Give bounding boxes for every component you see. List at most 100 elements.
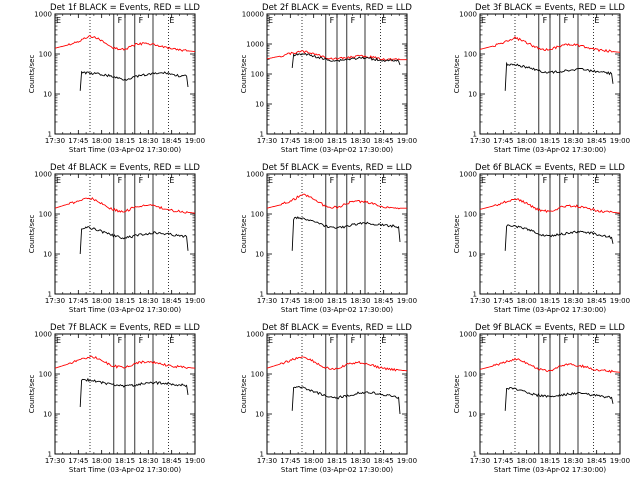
marker-label-E: E: [169, 176, 174, 185]
marker-label-F: F: [330, 336, 335, 345]
y-tick-label: 100: [251, 371, 264, 379]
x-axis-label: Start Time (03-Apr-02 17:30:00): [69, 306, 181, 314]
x-tick-label: 18:00: [304, 137, 324, 145]
marker-label-E: E: [169, 16, 174, 25]
y-axis-label: Counts/sec: [453, 215, 461, 254]
lld-series-line: [266, 356, 408, 372]
x-tick-label: 17:30: [257, 457, 277, 465]
x-tick-label: 17:45: [493, 297, 513, 305]
x-tick-label: 18:45: [374, 457, 394, 465]
x-tick-label: 19:00: [185, 457, 205, 465]
y-tick-label: 10: [43, 91, 52, 99]
y-axis-label: Counts/sec: [453, 375, 461, 414]
chart-panel-9: Det 9f BLACK = Events, RED = LLD 1 10 100 10…: [453, 323, 630, 474]
y-axis-label: Counts/sec: [453, 55, 461, 94]
x-tick-label: 18:45: [162, 297, 182, 305]
marker-label-F: F: [543, 16, 548, 25]
y-axis-label: Counts/sec: [28, 375, 36, 414]
y-tick-label: 100: [464, 211, 477, 219]
y-tick-label: 10: [468, 251, 477, 259]
events-series-line: [291, 53, 401, 68]
x-tick-label: 18:00: [304, 297, 324, 305]
y-axis-label: Counts/sec: [240, 215, 248, 254]
y-axis-label: Counts/sec: [240, 375, 248, 414]
chart-panel-5: Det 5f BLACK = Events, RED = LLD 1 10 100 10…: [240, 163, 417, 314]
chart-panel-2: Det 2f BLACK = Events, RED = LLD 1 10 100 10…: [240, 3, 417, 154]
chart-panel-1: Det 1f BLACK = Events, RED = LLD 1 10 100 10…: [28, 3, 205, 154]
marker-label-E: E: [381, 16, 386, 25]
lld-series-line: [479, 198, 621, 214]
y-tick-label: 10: [255, 251, 264, 259]
y-tick-label: 1: [473, 291, 477, 299]
x-axis-label: Start Time (03-Apr-02 17:30:00): [281, 306, 393, 314]
x-tick-label: 17:30: [257, 137, 277, 145]
y-tick-label: 1000: [34, 331, 52, 339]
y-tick-label: 100: [251, 71, 264, 79]
chart-title: Det 5f BLACK = Events, RED = LLD: [262, 163, 412, 173]
chart-title: Det 6f BLACK = Events, RED = LLD: [475, 163, 625, 173]
x-tick-label: 17:30: [45, 137, 65, 145]
chart-panel-4: Det 4f BLACK = Events, RED = LLD 1 10 100 10…: [28, 163, 205, 314]
x-tick-label: 19:00: [185, 137, 205, 145]
x-tick-label: 18:30: [138, 137, 158, 145]
x-axis-label: Start Time (03-Apr-02 17:30:00): [281, 146, 393, 154]
y-tick-label: 1000: [246, 171, 264, 179]
marker-label-F: F: [118, 16, 123, 25]
chart-title: Det 4f BLACK = Events, RED = LLD: [50, 163, 200, 173]
y-tick-label: 100: [39, 371, 52, 379]
y-axis-label: Counts/sec: [28, 55, 36, 94]
events-series-line: [291, 216, 401, 251]
y-tick-label: 1000: [459, 331, 477, 339]
chart-panel-6: Det 6f BLACK = Events, RED = LLD 1 10 100 10…: [453, 163, 630, 314]
x-tick-label: 18:00: [304, 457, 324, 465]
y-tick-label: 1: [473, 451, 477, 459]
y-tick-label: 1000: [246, 331, 264, 339]
x-tick-label: 18:30: [350, 457, 370, 465]
x-tick-label: 17:30: [257, 297, 277, 305]
marker-label-F: F: [330, 176, 335, 185]
marker-label-E: E: [268, 16, 273, 25]
lld-series-line: [479, 36, 621, 53]
events-series-line: [79, 377, 189, 408]
chart-title: Det 3f BLACK = Events, RED = LLD: [475, 3, 625, 13]
x-tick-label: 18:45: [162, 457, 182, 465]
y-tick-label: 1: [48, 291, 52, 299]
x-tick-label: 18:30: [138, 457, 158, 465]
x-tick-label: 18:30: [563, 137, 583, 145]
marker-label-F: F: [543, 176, 548, 185]
y-tick-label: 10: [255, 101, 264, 109]
y-tick-label: 1000: [34, 11, 52, 19]
x-tick-label: 17:45: [68, 137, 88, 145]
lld-series-line: [54, 355, 196, 370]
y-tick-label: 1: [48, 131, 52, 139]
x-tick-label: 19:00: [397, 457, 417, 465]
x-axis-label: Start Time (03-Apr-02 17:30:00): [69, 466, 181, 474]
x-tick-label: 17:30: [470, 137, 490, 145]
x-tick-label: 18:30: [563, 297, 583, 305]
marker-label-F: F: [330, 16, 335, 25]
marker-label-E: E: [594, 336, 599, 345]
lld-series-line: [54, 34, 196, 53]
x-tick-label: 18:45: [374, 297, 394, 305]
x-tick-label: 17:45: [280, 297, 300, 305]
x-axis-label: Start Time (03-Apr-02 17:30:00): [494, 306, 606, 314]
x-tick-label: 19:00: [610, 457, 630, 465]
y-tick-label: 10: [468, 91, 477, 99]
marker-label-E: E: [381, 336, 386, 345]
marker-label-E: E: [481, 16, 486, 25]
x-tick-label: 18:15: [327, 137, 347, 145]
marker-label-E: E: [381, 176, 386, 185]
marker-label-F: F: [351, 176, 356, 185]
marker-label-E: E: [594, 176, 599, 185]
x-tick-label: 17:45: [68, 457, 88, 465]
y-axis-label: Counts/sec: [28, 215, 36, 254]
chart-panel-3: Det 3f BLACK = Events, RED = LLD 1 10 100 10…: [453, 3, 630, 154]
chart-title: Det 1f BLACK = Events, RED = LLD: [50, 3, 200, 13]
y-tick-label: 100: [251, 211, 264, 219]
marker-label-E: E: [56, 336, 61, 345]
x-tick-label: 17:45: [68, 297, 88, 305]
x-axis-label: Start Time (03-Apr-02 17:30:00): [281, 466, 393, 474]
x-tick-label: 18:45: [162, 137, 182, 145]
x-tick-label: 18:30: [138, 297, 158, 305]
x-tick-label: 18:00: [92, 137, 112, 145]
